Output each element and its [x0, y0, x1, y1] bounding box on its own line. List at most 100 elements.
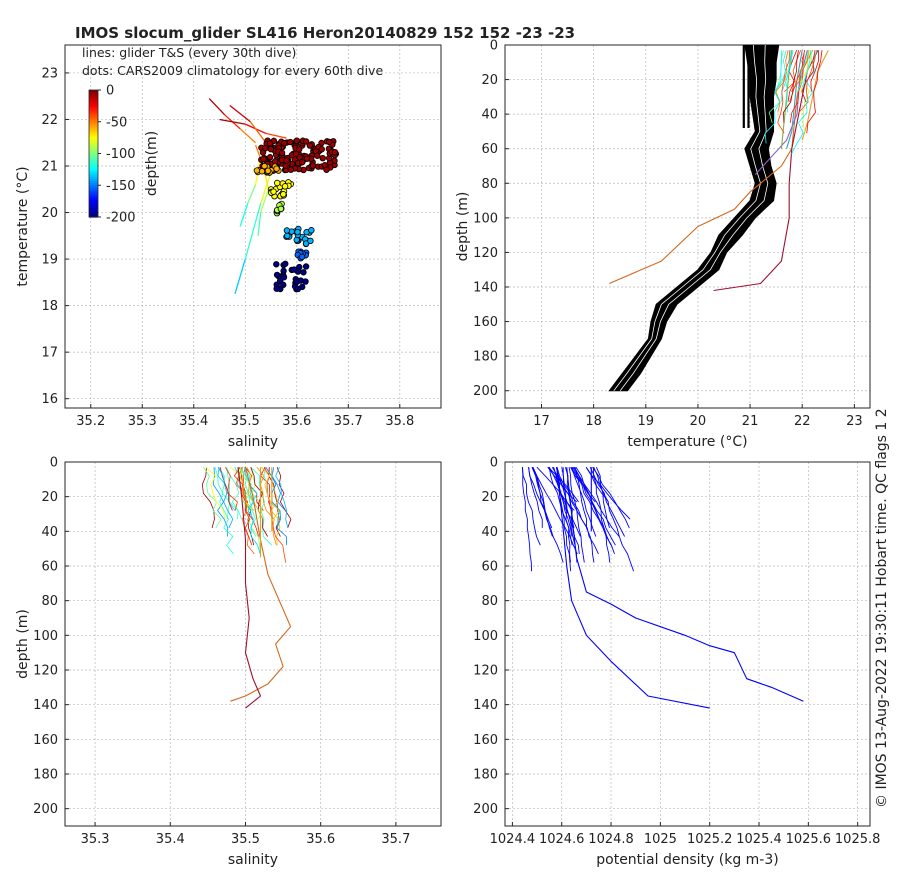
y-tick-label: 20 — [41, 206, 58, 221]
glider-density-profile — [566, 467, 804, 702]
colorbar-segment — [89, 151, 98, 155]
climatology-point — [273, 179, 281, 187]
colorbar-segment — [89, 185, 98, 188]
climatology-point — [273, 261, 280, 268]
glider-density-profile — [572, 466, 616, 546]
colorbar-segment — [89, 111, 98, 114]
colorbar-segment — [89, 172, 98, 176]
glider-density-profile — [548, 466, 579, 503]
y-tick-label: 0 — [490, 39, 498, 54]
x-tick-label: 22 — [794, 414, 811, 429]
climatology-point — [299, 159, 306, 166]
glider-temp-profile — [777, 50, 791, 134]
glider-density-profile — [522, 467, 533, 572]
colorbar-segment — [89, 212, 98, 216]
glider-ts-line — [247, 184, 257, 204]
plot-area-temp — [505, 45, 870, 408]
colorbar-segment — [89, 125, 98, 129]
x-axis-label: potential density (kg m-3) — [596, 852, 778, 868]
colorbar-segment — [89, 189, 98, 193]
y-tick-label: 80 — [41, 594, 58, 609]
legend-note-lines: lines: glider T&S (every 30th dive) — [82, 45, 296, 60]
glider-ts-line — [257, 212, 262, 236]
colorbar-segment — [89, 195, 98, 199]
colorbar-segment — [89, 181, 98, 184]
axes-ts: 35.2 35.3 35.4 35.5 35.6 35.7 35.8 16 17 18 19 20 21… — [15, 44, 442, 450]
series-ts: lines: glider T&S (every 30th dive) dots:… — [82, 45, 383, 295]
glider-temp-profile — [806, 50, 823, 134]
legend-note-dots: dots: CARS2009 climatology for every 60t… — [82, 63, 383, 78]
glider-ts-line — [265, 132, 287, 139]
climatology-point — [307, 237, 314, 245]
y-tick-label: 140 — [473, 698, 498, 713]
climatology-point — [253, 167, 261, 174]
glider-density-profile — [556, 467, 710, 709]
glider-ts-line — [229, 104, 251, 123]
y-tick-label: 140 — [473, 281, 498, 296]
colorbar-segment — [89, 168, 98, 172]
y-tick-label: 60 — [481, 560, 498, 575]
colorbar-segment — [89, 170, 98, 174]
glider-sal-profile — [250, 466, 272, 546]
colorbar-tick-label: -200 — [106, 211, 136, 226]
plot-area-ts — [65, 45, 441, 408]
colorbar-segment — [89, 90, 98, 93]
climatology-point — [303, 155, 311, 162]
y-tick-label: 100 — [473, 629, 498, 644]
colorbar-segment — [89, 164, 98, 167]
plot-frame-temp — [504, 44, 871, 409]
glider-temp-profile — [784, 50, 802, 92]
y-tick-label: 180 — [473, 768, 498, 783]
y-tick-label: 100 — [33, 629, 58, 644]
glider-density-profile — [589, 467, 626, 537]
y-tick-label: 18 — [41, 299, 58, 314]
glider-sal-profile — [243, 466, 258, 511]
colorbar-segment — [89, 92, 98, 95]
x-axis-label: temperature (°C) — [627, 434, 747, 450]
glider-sal-profile — [246, 467, 263, 520]
colorbar-tick-label: -100 — [106, 147, 136, 162]
climatology-point — [323, 166, 330, 173]
glider-density-profile — [574, 467, 595, 563]
climatology-band-gap — [619, 44, 769, 391]
colorbar-tick-label: -50 — [106, 115, 127, 130]
colorbar-segment — [89, 96, 98, 100]
y-axis-label: depth (m) — [15, 609, 31, 679]
glider-density-profile — [585, 466, 631, 520]
series-dens — [521, 466, 804, 709]
colorbar-segment — [89, 187, 98, 191]
colorbar-segment — [89, 153, 98, 157]
glider-sal-profile — [233, 466, 253, 546]
glider-sal-profile — [276, 467, 292, 529]
glider-sal-profile — [256, 466, 277, 546]
x-tick-label: 1025.8 — [835, 832, 881, 847]
colorbar-segment — [89, 157, 98, 161]
climatology-point — [294, 228, 301, 236]
y-tick-label: 23 — [41, 66, 58, 81]
plot-area-dens — [505, 462, 870, 826]
y-tick-label: 120 — [33, 664, 58, 679]
axes-temp: 17 18 19 20 21 22 23 0 20 40 60 80 100 120 140 160 180 20… — [455, 39, 871, 450]
glider-sal-profile — [261, 466, 280, 520]
colorbar-tick-label: -150 — [106, 179, 136, 194]
x-tick-label: 19 — [638, 414, 655, 429]
colorbar-segment — [89, 210, 98, 214]
colorbar-segment — [89, 147, 98, 150]
x-tick-label: 1024.8 — [588, 832, 634, 847]
glider-temp-profile — [774, 50, 787, 92]
x-tick-label: 35.8 — [385, 414, 414, 429]
glider-sal-profile — [238, 467, 255, 511]
climatology-point — [318, 146, 325, 153]
climatology-point — [283, 227, 291, 234]
glider-sal-profile — [268, 467, 281, 537]
glider-ts-line — [260, 189, 270, 213]
climatology-point — [309, 162, 317, 169]
glider-density-profile — [592, 466, 630, 529]
y-tick-label: 20 — [481, 490, 498, 505]
glider-density-profile — [570, 466, 615, 555]
colorbar-segment — [89, 193, 98, 197]
y-tick-label: 20 — [41, 490, 58, 505]
x-tick-label: 35.4 — [179, 414, 208, 429]
